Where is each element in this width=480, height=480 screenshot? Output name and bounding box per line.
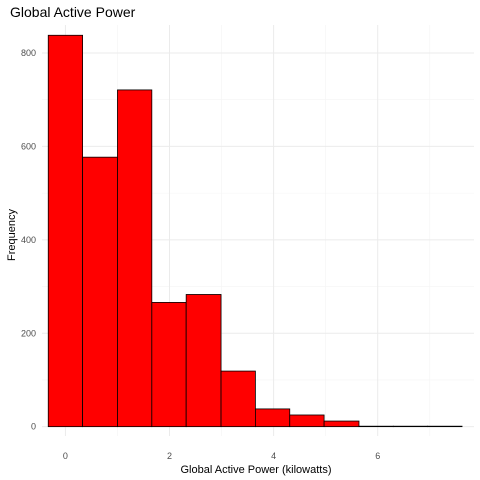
histogram-bar [117, 89, 153, 428]
y-tick-labels: 0 200 400 600 800 [21, 48, 36, 432]
y-tick-label: 200 [21, 328, 36, 338]
y-tick-label: 0 [31, 422, 36, 432]
y-tick-label: 800 [21, 48, 36, 58]
chart-title: Global Active Power [10, 4, 136, 20]
histogram-bar [47, 34, 83, 428]
histogram-bar [323, 420, 360, 428]
x-tick-label: 6 [375, 451, 380, 461]
x-tick-labels: 0 2 4 6 [63, 451, 380, 461]
y-tick-label: 600 [21, 141, 36, 151]
y-tick-label: 400 [21, 235, 36, 245]
x-tick-label: 0 [63, 451, 68, 461]
histogram-bar [289, 414, 325, 428]
histogram-bar [82, 156, 118, 428]
histogram-bar [254, 408, 291, 428]
x-tick-label: 2 [167, 451, 172, 461]
x-tick-label: 4 [271, 451, 276, 461]
x-axis-label: Global Active Power (kilowatts) [181, 464, 332, 476]
histogram-bar [151, 302, 187, 428]
y-axis-label: Frequency [6, 209, 18, 261]
histogram-bar [220, 370, 256, 428]
histogram-bar [185, 294, 222, 428]
bars [47, 34, 463, 428]
